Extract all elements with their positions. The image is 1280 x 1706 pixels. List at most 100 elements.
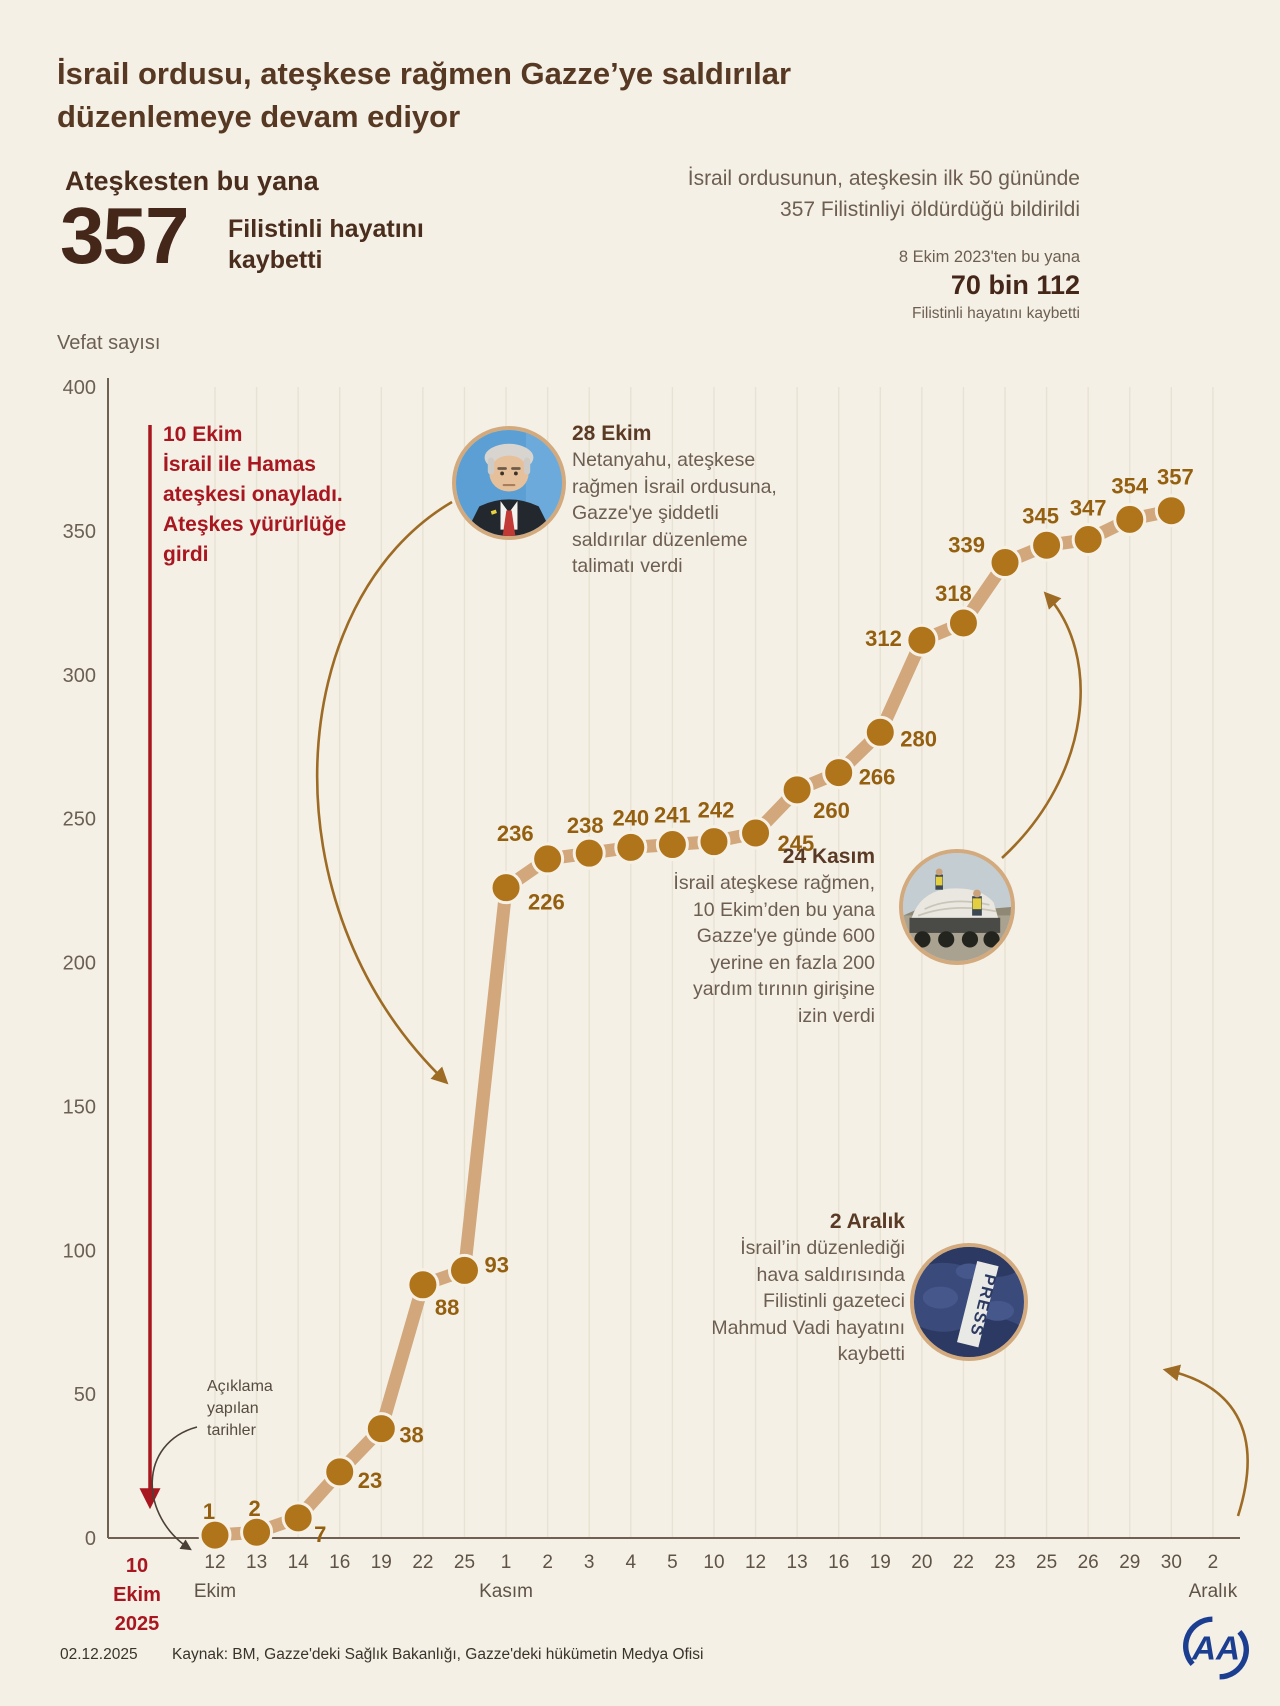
x-tick-label: 16 — [329, 1552, 350, 1573]
x-tick-label: 5 — [667, 1552, 678, 1573]
page-title-line1: İsrail ordusu, ateşkese rağmen Gazze’ye … — [57, 56, 792, 91]
data-point-label: 1 — [203, 1499, 215, 1524]
data-point — [988, 546, 1022, 580]
press-vest-illustration: PRESS — [914, 1247, 1024, 1357]
annotation-nov24-body: İsrail ateşkese rağmen, 10 Ekim’den bu y… — [673, 872, 875, 1027]
data-point — [240, 1515, 274, 1549]
x-tick-label: 3 — [584, 1552, 595, 1573]
data-point — [489, 871, 523, 905]
data-point-label: 88 — [435, 1295, 459, 1320]
total-deaths-label: Filistinli hayatını kaybetti — [912, 305, 1080, 322]
y-tick-label: 400 — [63, 377, 96, 399]
data-point — [198, 1518, 232, 1552]
x-tick-label: 10 — [703, 1552, 724, 1573]
x-tick-label: 4 — [626, 1552, 637, 1573]
data-point-label: 93 — [484, 1252, 508, 1277]
data-point-label: 280 — [900, 726, 937, 751]
data-point-label: 236 — [497, 821, 534, 846]
aid-truck-photo — [899, 849, 1015, 965]
aa-logo-text: AA — [1191, 1631, 1240, 1668]
data-point — [447, 1253, 481, 1287]
data-point — [822, 756, 856, 790]
data-point — [739, 816, 773, 850]
subtitle-right-line1: İsrail ordusunun, ateşkesin ilk 50 günün… — [687, 167, 1080, 190]
y-tick-label: 300 — [63, 665, 96, 687]
data-point-label: 238 — [567, 813, 604, 838]
data-point-label: 245 — [778, 831, 815, 856]
month-label: Aralık — [1189, 1581, 1238, 1602]
data-point-label: 318 — [935, 581, 972, 606]
publish-date: 02.12.2025 — [60, 1646, 138, 1663]
netanyahu-photo — [452, 426, 566, 540]
x-tick-label: 12 — [745, 1552, 766, 1573]
x-tick-label: 16 — [828, 1552, 849, 1573]
data-point-label: 23 — [358, 1468, 382, 1493]
x-tick-label: 22 — [412, 1552, 433, 1573]
press-vest-photo: PRESS — [910, 1243, 1028, 1361]
y-tick-label: 200 — [63, 953, 96, 975]
dates-note: Açıklama yapılan tarihler — [207, 1378, 273, 1439]
x-tick-label: 29 — [1119, 1552, 1140, 1573]
since-label: 8 Ekim 2023'ten bu yana — [898, 248, 1080, 266]
y-tick-label: 100 — [63, 1240, 96, 1262]
x-tick-label: 25 — [1036, 1552, 1057, 1573]
y-tick-label: 250 — [63, 809, 96, 831]
data-point — [364, 1412, 398, 1446]
annotation-arrow-nov24-icon — [1001, 591, 1082, 859]
aa-agency-logo-icon: AA — [1180, 1608, 1252, 1688]
annotation-nov24-title: 24 Kasım — [782, 845, 875, 868]
data-point — [531, 842, 565, 876]
y-tick-label: 150 — [63, 1096, 96, 1118]
annotation-oct28-title: 28 Ekim — [572, 422, 652, 445]
x-tick-label: 25 — [454, 1552, 475, 1573]
x-tick-label: 20 — [911, 1552, 932, 1573]
data-point — [946, 606, 980, 640]
annotation-dec2: 2 Aralık İsrail’in düzenlediği hava sald… — [645, 1208, 905, 1368]
dates-note-arrow-icon — [151, 1426, 198, 1551]
x-tick-label: 12 — [204, 1552, 225, 1573]
x-tick-label: 23 — [994, 1552, 1015, 1573]
annotation-oct28: 28 Ekim Netanyahu, ateşkese rağmen İsrai… — [572, 420, 832, 580]
subtitle-right: İsrail ordusunun, ateşkesin ilk 50 günün… — [610, 163, 1080, 225]
data-point-label: 354 — [1111, 473, 1148, 498]
ceasefire-annotation: 10 Ekim İsrail ile Hamas ateşkesi onayla… — [163, 423, 347, 566]
annotation-oct28-body: Netanyahu, ateşkese rağmen İsrail ordusu… — [572, 449, 777, 577]
x-tick-label: 30 — [1161, 1552, 1182, 1573]
data-point — [655, 828, 689, 862]
annotation-nov24: 24 Kasım İsrail ateşkese rağmen, 10 Ekim… — [595, 843, 875, 1029]
aid-truck-illustration — [903, 853, 1011, 961]
data-point — [1071, 523, 1105, 557]
data-point — [614, 830, 648, 864]
month-label: Ekim — [194, 1581, 236, 1602]
x-tick-label: 13 — [246, 1552, 267, 1573]
data-point-label: 339 — [948, 533, 985, 558]
data-point — [1113, 502, 1147, 536]
data-point-label: 345 — [1022, 503, 1059, 528]
data-point-label: 260 — [813, 798, 850, 823]
annotation-arrow-oct28-icon — [315, 500, 453, 1085]
data-point-label: 7 — [314, 1522, 326, 1547]
source-line: Kaynak: BM, Gazze'deki Sağlık Bakanlığı,… — [172, 1646, 704, 1663]
x-tick-label: 1 — [501, 1552, 512, 1573]
month-label: Kasım — [479, 1581, 533, 1602]
annotation-dec2-title: 2 Aralık — [829, 1210, 905, 1233]
data-point-label: 266 — [859, 765, 896, 790]
data-point — [1154, 494, 1188, 528]
data-point — [697, 825, 731, 859]
page-title-line2: düzenlemeye devam ediyor — [57, 99, 461, 134]
stat-big-number: 357 — [60, 191, 189, 280]
annotation-arrow-dec2-icon — [1162, 1364, 1249, 1517]
subtitle-right-line2: 357 Filistinliyi öldürdüğü bildirildi — [780, 198, 1080, 221]
x-tick-label: 22 — [953, 1552, 974, 1573]
data-point-label: 2 — [248, 1496, 260, 1521]
data-point — [905, 623, 939, 657]
netanyahu-portrait-illustration — [456, 430, 562, 536]
x-tick-label: 26 — [1078, 1552, 1099, 1573]
data-point — [406, 1268, 440, 1302]
stat-kicker: Ateşkesten bu yana — [65, 166, 319, 196]
data-point-label: 242 — [698, 798, 735, 823]
y-tick-label: 50 — [74, 1384, 96, 1406]
x-tick-label: 14 — [288, 1552, 310, 1573]
annotation-dec2-body: İsrail’in düzenlediği hava saldırısında … — [711, 1237, 905, 1365]
